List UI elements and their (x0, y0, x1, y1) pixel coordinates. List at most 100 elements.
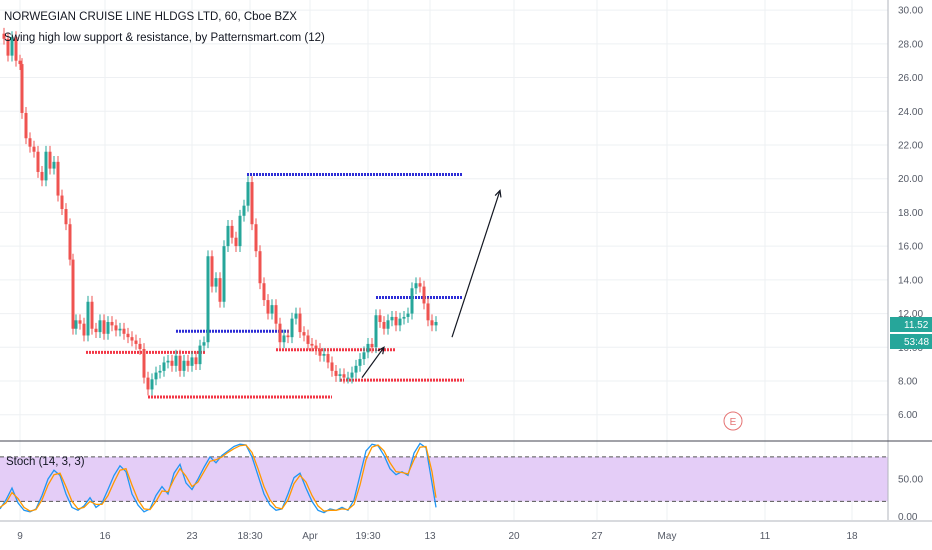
price-tick-label: 8.00 (898, 376, 918, 387)
candle-body (24, 112, 28, 139)
stoch-d-line (0, 444, 437, 512)
candle-body (210, 256, 214, 287)
candle-body (374, 315, 378, 348)
candle-body (414, 283, 418, 289)
trend-arrow-head (377, 346, 385, 355)
price-badge: 11.52 53:48 (890, 317, 932, 349)
candle-body (150, 379, 154, 390)
candle-body (286, 335, 290, 338)
candle-body (162, 362, 166, 371)
candle-body (398, 318, 402, 326)
candle-body (106, 321, 110, 334)
time-tick-label: 23 (186, 531, 198, 542)
candle-body (382, 321, 386, 329)
candle-body (44, 151, 48, 181)
time-tick-label: 11 (760, 531, 771, 542)
candle-body (282, 335, 286, 343)
candle-body (346, 377, 350, 379)
candle-body (14, 37, 18, 61)
candle-body (290, 318, 294, 338)
candle-body (306, 335, 310, 344)
candle-body (214, 278, 218, 287)
candle-body (86, 301, 90, 336)
candle-body (118, 328, 122, 331)
candle-body (322, 354, 326, 356)
stoch-tick-label: 0.00 (898, 512, 918, 523)
candle-body (406, 313, 410, 317)
candle-body (146, 377, 150, 390)
candle-body (426, 303, 430, 321)
candle-body (64, 209, 68, 225)
candle-body (90, 301, 94, 329)
annotation-arrows (361, 189, 502, 378)
time-tick-label: Apr (302, 531, 318, 542)
candle-body (186, 360, 190, 366)
candle-body (20, 64, 24, 113)
candle-body (378, 315, 382, 322)
stoch-series (0, 442, 437, 514)
stoch-k-line (0, 442, 437, 514)
price-tick-label: 18.00 (898, 208, 923, 219)
candle-body (56, 161, 60, 196)
candle-body (370, 343, 374, 348)
candle-body (434, 321, 438, 326)
time-tick-label: May (658, 531, 677, 542)
stoch-fill (0, 456, 888, 502)
candle-body (110, 321, 114, 326)
candle-body (206, 256, 210, 343)
candle-body (386, 320, 390, 329)
candle-body (194, 357, 198, 365)
candle-body (222, 246, 226, 302)
time-tick-label: 9 (17, 531, 23, 542)
candle-body (350, 372, 354, 378)
candle-body (82, 323, 86, 336)
price-tick-label: 30.00 (898, 6, 923, 17)
candle-body (250, 182, 254, 225)
stoch-label: Stoch (14, 3, 3) (6, 456, 85, 468)
price-tick-label: 24.00 (898, 107, 923, 118)
candle-body (266, 300, 270, 314)
candle-body (262, 283, 266, 301)
grid (0, 0, 888, 520)
candle-body (218, 278, 222, 302)
price-tick-label: 28.00 (898, 39, 923, 50)
candle-body (68, 224, 72, 260)
candle-body (242, 205, 246, 216)
time-tick-label: 16 (99, 531, 111, 542)
candle-body (166, 360, 170, 363)
candle-body (36, 151, 40, 172)
last-price: 11.52 (904, 320, 929, 331)
earnings-label: E (730, 417, 737, 428)
candle-body (198, 345, 202, 365)
candle-body (126, 333, 130, 338)
candle-body (238, 215, 242, 247)
candle-body (334, 370, 338, 376)
candle-body (158, 370, 162, 373)
candle-body (338, 374, 342, 376)
candle-body (274, 305, 278, 324)
candle-body (102, 320, 106, 334)
candle-body (258, 251, 262, 284)
earnings-marker[interactable]: E (723, 411, 743, 431)
candle-body (10, 37, 14, 56)
candle-body (418, 283, 422, 287)
candle-body (298, 313, 302, 333)
candle-body (138, 343, 142, 349)
candle-body (310, 343, 314, 346)
candle-body (230, 225, 234, 238)
candle-body (326, 354, 330, 363)
candle-body (78, 320, 82, 324)
candle-body (342, 374, 346, 378)
price-tick-label: 22.00 (898, 140, 923, 151)
candle-body (130, 337, 134, 341)
candle-body (142, 348, 146, 378)
price-tick-label: 6.00 (898, 410, 918, 421)
candle-body (182, 360, 186, 371)
candle-body (278, 323, 282, 343)
price-tick-label: 14.00 (898, 275, 923, 286)
price-series (2, 27, 438, 396)
indicator-title: Swing high low support & resistance, by … (4, 32, 325, 44)
candle-body (390, 316, 394, 321)
